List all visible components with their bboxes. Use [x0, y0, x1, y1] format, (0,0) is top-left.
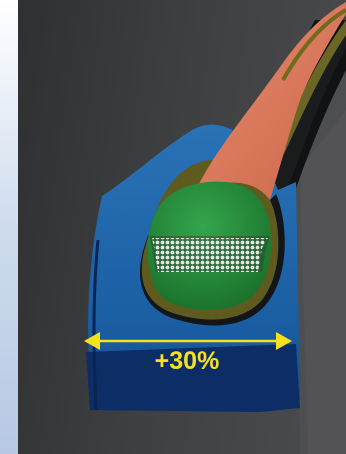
- apex-olive-edge: [281, 8, 346, 81]
- bead-rubber-outline: [92, 239, 100, 411]
- bead-wire-bundle: [152, 238, 268, 272]
- dimension-arrow-left: [84, 332, 100, 350]
- apex-orange: [196, 2, 346, 200]
- bead-base-dark-blue: [86, 344, 300, 412]
- left-background-strip: [0, 0, 18, 454]
- rim-highlight: [300, 110, 346, 454]
- dimension-label: +30%: [154, 347, 220, 375]
- rim-flange: [296, 60, 346, 454]
- dimension-arrow-right: [276, 332, 292, 350]
- ply-inner-black: [262, 35, 346, 210]
